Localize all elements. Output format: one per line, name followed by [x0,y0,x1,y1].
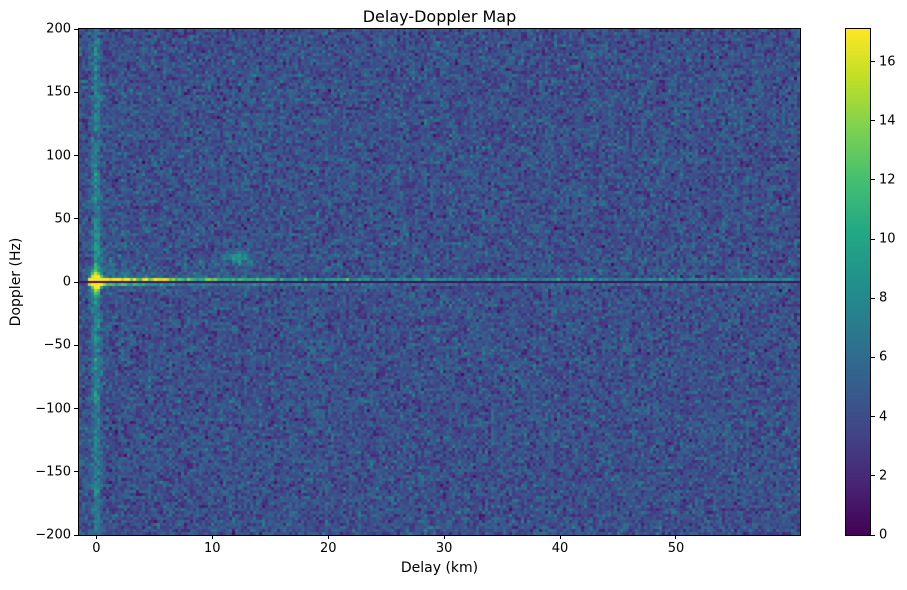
y-tick-label: 50 [54,211,71,227]
colorbar-tick-label: 10 [879,231,896,247]
x-tick-mark [675,535,677,539]
colorbar-tick-label: 14 [879,113,896,129]
colorbar-tick-label: 4 [879,409,888,425]
y-tick-label: −100 [35,401,71,416]
colorbar-tick-mark [871,238,875,240]
x-tick-mark [95,535,97,539]
y-tick-mark [74,344,78,346]
x-tick-label: 30 [435,541,453,556]
colorbar-tick-mark [871,475,875,477]
colorbar-tick-mark [871,297,875,299]
y-tick-mark [74,155,78,156]
x-tick-mark [559,535,561,539]
y-tick-mark [74,534,78,536]
colorbar-tick-mark [871,179,875,181]
x-tick-mark [211,535,213,539]
colorbar-tick-label: 6 [879,349,888,365]
y-tick-label: −150 [35,464,71,480]
x-axis-label: Delay (km) [400,560,479,576]
y-tick-label: 200 [46,21,71,37]
y-tick-mark [74,471,78,473]
colorbar-tick-label: 16 [879,54,896,70]
x-tick-label: 50 [667,541,685,556]
y-tick-mark [74,408,78,409]
y-tick-label: −200 [35,527,71,543]
colorbar-tick-label: 2 [879,468,888,484]
y-tick-label: −50 [43,337,71,353]
heatmap-canvas [79,29,800,535]
y-tick-mark [74,91,78,93]
y-tick-label: 150 [46,84,71,100]
colorbar-tick-mark [871,534,875,536]
colorbar-tick-label: 12 [879,172,896,188]
colorbar-tick-mark [871,356,875,358]
x-tick-label: 40 [551,541,569,556]
x-tick-mark [443,535,445,539]
y-tick-mark [74,281,78,283]
x-tick-mark [327,535,329,539]
plot-area [78,28,801,536]
colorbar-tick-mark [871,120,875,122]
y-tick-mark [74,218,78,220]
y-tick-mark [74,28,78,30]
y-axis-label: Doppler (Hz) [8,237,24,327]
y-tick-label: 0 [62,274,71,290]
colorbar [845,28,871,536]
y-tick-label: 100 [46,148,71,163]
x-tick-label: 0 [92,541,101,556]
colorbar-tick-mark [871,416,875,418]
colorbar-tick-label: 0 [879,527,888,543]
x-tick-label: 20 [319,541,337,556]
colorbar-gradient [846,29,870,535]
plot-title: Delay-Doppler Map [362,7,517,26]
colorbar-tick-mark [871,61,875,63]
x-tick-label: 10 [204,541,221,556]
colorbar-tick-label: 8 [879,290,888,306]
